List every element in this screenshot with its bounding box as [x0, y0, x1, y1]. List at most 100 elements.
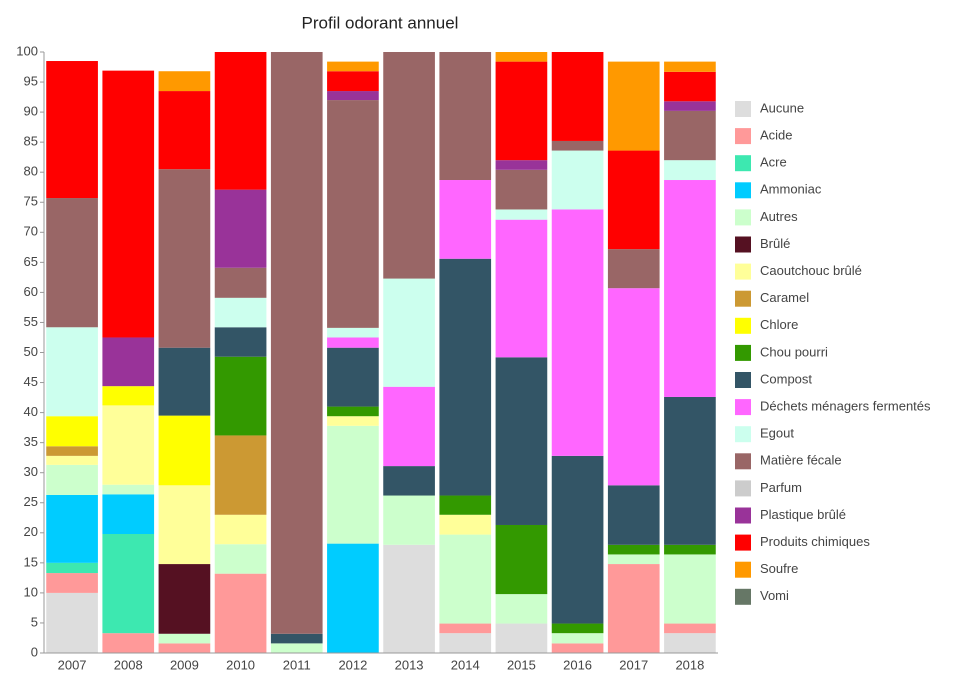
y-tick-label: 65 [24, 254, 38, 269]
bar-segment [158, 633, 211, 644]
bar-segment [327, 347, 379, 407]
bar-segment [327, 61, 379, 72]
bar-segment [46, 446, 98, 456]
y-tick-label: 5 [31, 614, 38, 629]
bar-segment [158, 91, 211, 170]
bar-segment [495, 169, 548, 210]
bar-segment [158, 564, 211, 634]
bar-segment [664, 101, 716, 111]
bar-segment [158, 347, 211, 416]
bar-segment [439, 534, 492, 624]
bar-segment [383, 386, 435, 467]
bar-segment [102, 484, 155, 495]
legend-label: Brûlé [760, 236, 790, 251]
x-tick-label: 2010 [226, 657, 255, 672]
bar-segment [664, 544, 716, 555]
bar-segment [664, 396, 716, 545]
bar-segment [214, 327, 267, 357]
bar-segment [664, 110, 716, 161]
bar-segment [607, 150, 660, 250]
bar-segment [607, 485, 660, 545]
bar-segment [327, 406, 379, 417]
bar-segment [102, 494, 155, 535]
bar-segment [214, 52, 267, 190]
legend-swatch [735, 263, 751, 280]
y-tick-label: 50 [24, 344, 38, 359]
bar-segment [46, 416, 98, 447]
bar-segment [607, 288, 660, 486]
x-tick-label: 2008 [114, 657, 143, 672]
bar-segment [495, 209, 548, 220]
bar-segment [327, 416, 379, 426]
legend-swatch [735, 182, 751, 199]
bar-segment [46, 327, 98, 417]
bar-segment [439, 623, 492, 634]
bar-segment [439, 633, 492, 653]
legend-label: Chou pourri [760, 344, 828, 359]
bar-segment [270, 643, 323, 653]
bar-segment [214, 356, 267, 436]
bar-segment [102, 337, 155, 387]
bar-segment [607, 249, 660, 289]
bar-segment [495, 623, 548, 653]
legend-swatch [735, 588, 751, 605]
legend-label: Ammoniac [760, 182, 822, 197]
bar-segment [607, 544, 660, 555]
y-tick-label: 80 [24, 164, 38, 179]
bar-segment [46, 494, 98, 563]
legend-swatch [735, 209, 751, 226]
legend-label: Caramel [760, 290, 809, 305]
x-tick-label: 2011 [283, 657, 311, 672]
bar-segment [495, 61, 548, 161]
bar-segment [495, 524, 548, 595]
bar-segment [46, 61, 98, 199]
bar-segment [383, 52, 435, 279]
bar-segment [439, 258, 492, 496]
bar-segment [214, 435, 267, 515]
bar-segment [327, 543, 379, 653]
y-tick-label: 60 [24, 284, 38, 299]
bar-segment [214, 297, 267, 328]
legend-label: Parfum [760, 480, 802, 495]
bar-segment [327, 337, 379, 348]
bar-segment [439, 52, 492, 181]
bar-segment [327, 91, 379, 101]
x-tick-label: 2007 [58, 657, 87, 672]
chart-title: Profil odorant annuel [302, 13, 459, 32]
bar-segment [158, 415, 211, 486]
bar-segment [214, 573, 267, 653]
y-tick-label: 95 [24, 73, 38, 88]
legend-label: Compost [760, 371, 812, 386]
y-tick-label: 75 [24, 194, 38, 209]
bar-segment [214, 189, 267, 268]
bar-segment [551, 209, 604, 456]
bar-segment [495, 357, 548, 525]
bar-segment [383, 544, 435, 653]
bar-segment [439, 514, 492, 535]
legend-swatch [735, 101, 751, 117]
legend-swatch [735, 399, 751, 416]
bar-segment [102, 405, 155, 485]
bar-segment [607, 554, 660, 565]
bar-segment [495, 219, 548, 358]
bar-segment [551, 643, 604, 653]
bar-segment [664, 71, 716, 102]
legend-label: Caoutchouc brûlé [760, 263, 862, 278]
bar-segment [158, 485, 211, 565]
bar-segment [102, 386, 155, 406]
bar-segment [327, 327, 379, 338]
bar-segment [214, 544, 267, 574]
bar-segment [102, 534, 155, 634]
x-tick-label: 2012 [338, 657, 367, 672]
legend-label: Vomi [760, 588, 789, 603]
legend-label: Aucune [760, 100, 804, 115]
bar-segment [158, 169, 211, 348]
legend-swatch [735, 480, 751, 497]
legend-label: Plastique brûlé [760, 507, 846, 522]
legend-swatch [735, 290, 751, 307]
bar-segment [551, 140, 604, 151]
bar-segment [102, 70, 155, 338]
legend-label: Autres [760, 209, 798, 224]
legend-label: Soufre [760, 561, 798, 576]
